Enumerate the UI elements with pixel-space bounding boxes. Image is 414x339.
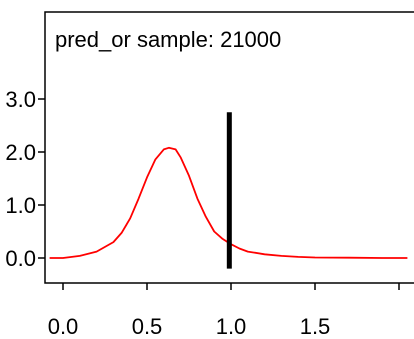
- y-tick-label: 0.0: [5, 246, 36, 271]
- y-tick-label: 2.0: [5, 140, 36, 165]
- chart-title: pred_or sample: 21000: [55, 27, 281, 52]
- y-tick-label: 3.0: [5, 87, 36, 112]
- x-tick-label: 1.5: [300, 314, 331, 339]
- x-tick-label: 1.0: [216, 314, 247, 339]
- x-tick-label: 0.5: [132, 314, 163, 339]
- density-line: [49, 146, 408, 259]
- chart-marks: 0.0 1.0 2.0 3.0 0.0 0.5 1.0 1.5: [5, 87, 408, 339]
- y-tick-label: 1.0: [5, 193, 36, 218]
- x-tick-label: 0.0: [48, 314, 79, 339]
